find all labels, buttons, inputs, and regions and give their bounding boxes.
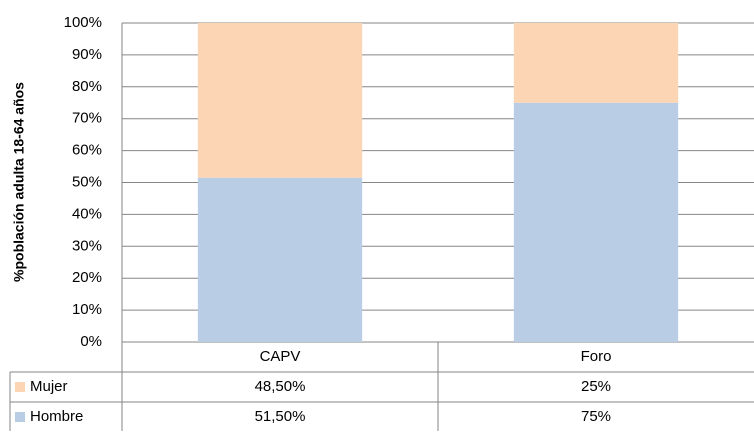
y-tick-label: 0% bbox=[80, 333, 102, 350]
x-tick-label: CAPV bbox=[260, 348, 301, 365]
y-tick-label: 100% bbox=[64, 14, 102, 31]
table-value: 25% bbox=[581, 378, 611, 395]
x-tick-label: Foro bbox=[581, 348, 612, 365]
y-tick-label: 80% bbox=[72, 78, 102, 95]
bar-segment bbox=[513, 23, 679, 103]
legend-swatch bbox=[15, 382, 25, 392]
legend-label: Hombre bbox=[30, 408, 83, 425]
bar-segment bbox=[197, 177, 363, 342]
bar-segment bbox=[197, 23, 363, 178]
y-tick-label: 10% bbox=[72, 301, 102, 318]
table-value: 48,50% bbox=[255, 378, 306, 395]
y-tick-label: 90% bbox=[72, 46, 102, 63]
y-tick-label: 40% bbox=[72, 205, 102, 222]
table-value: 51,50% bbox=[255, 408, 306, 425]
bar-segment bbox=[513, 102, 679, 342]
legend-swatch bbox=[15, 412, 25, 422]
y-tick-label: 20% bbox=[72, 269, 102, 286]
table-value: 75% bbox=[581, 408, 611, 425]
y-tick-label: 30% bbox=[72, 237, 102, 254]
y-axis-label: %población adulta 18-64 años bbox=[11, 82, 27, 282]
legend-label: Mujer bbox=[30, 378, 68, 395]
y-tick-label: 60% bbox=[72, 142, 102, 159]
y-tick-label: 50% bbox=[72, 173, 102, 190]
y-tick-label: 70% bbox=[72, 110, 102, 127]
